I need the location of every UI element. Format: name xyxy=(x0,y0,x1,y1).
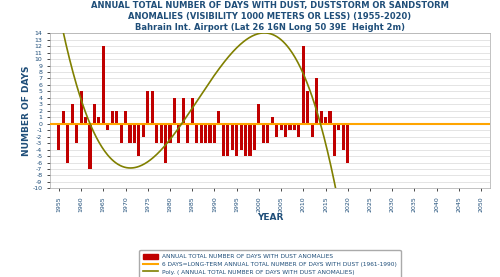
Bar xyxy=(195,124,198,143)
Bar xyxy=(168,124,172,143)
Bar xyxy=(182,98,185,124)
Bar xyxy=(262,124,265,143)
Bar xyxy=(155,124,158,143)
Bar xyxy=(218,111,220,124)
Bar xyxy=(110,111,114,124)
Bar xyxy=(128,124,132,143)
Bar xyxy=(244,124,247,156)
Bar xyxy=(213,124,216,143)
Bar xyxy=(124,111,127,124)
Bar xyxy=(160,124,162,143)
Bar xyxy=(204,124,207,143)
Bar xyxy=(324,117,327,124)
Bar xyxy=(320,111,322,124)
Bar xyxy=(315,78,318,124)
Bar xyxy=(164,124,167,163)
Bar xyxy=(142,124,145,137)
Bar xyxy=(58,124,60,150)
Bar xyxy=(62,111,65,124)
Legend: ANNUAL TOTAL NUMBER OF DAYS WITH DUST ANOMALIES, 6 DAYS=LONG-TERM ANNUAL TOTAL N: ANNUAL TOTAL NUMBER OF DAYS WITH DUST AN… xyxy=(140,250,400,277)
Bar xyxy=(190,98,194,124)
Bar xyxy=(120,124,122,143)
Bar xyxy=(266,124,270,143)
Bar xyxy=(275,124,278,137)
Bar xyxy=(288,124,292,130)
Title: ANNUAL TOTAL NUMBER OF DAYS WITH DUST, DUSTSTORM OR SANDSTORM
ANOMALIES (VISIBIL: ANNUAL TOTAL NUMBER OF DAYS WITH DUST, D… xyxy=(91,1,449,32)
Bar xyxy=(240,124,242,150)
Bar xyxy=(102,46,105,124)
X-axis label: YEAR: YEAR xyxy=(257,213,283,222)
Bar xyxy=(284,124,287,137)
Bar xyxy=(253,124,256,150)
Bar xyxy=(338,124,340,130)
Bar xyxy=(98,117,100,124)
Bar xyxy=(208,124,212,143)
Bar xyxy=(150,91,154,124)
Bar xyxy=(346,124,350,163)
Bar xyxy=(80,91,82,124)
Bar xyxy=(66,124,70,163)
Bar xyxy=(342,124,345,150)
Bar xyxy=(186,124,190,143)
Bar xyxy=(106,124,110,130)
Bar xyxy=(306,91,310,124)
Bar xyxy=(333,124,336,156)
Bar xyxy=(70,104,74,124)
Bar xyxy=(248,124,252,156)
Bar xyxy=(133,124,136,143)
Bar xyxy=(235,124,238,156)
Bar xyxy=(226,124,230,156)
Bar xyxy=(75,124,78,143)
Bar xyxy=(178,124,180,143)
Bar xyxy=(222,124,225,156)
Bar xyxy=(280,124,282,130)
Bar xyxy=(270,117,274,124)
Bar xyxy=(84,117,87,124)
Bar xyxy=(298,124,300,137)
Bar xyxy=(93,104,96,124)
Bar xyxy=(293,124,296,130)
Bar xyxy=(138,124,140,156)
Bar xyxy=(310,124,314,137)
Bar xyxy=(258,104,260,124)
Bar xyxy=(146,91,150,124)
Bar xyxy=(115,111,118,124)
Y-axis label: NUMBER OF DAYS: NUMBER OF DAYS xyxy=(22,66,31,156)
Bar xyxy=(173,98,176,124)
Bar xyxy=(302,46,305,124)
Bar xyxy=(328,111,332,124)
Bar xyxy=(88,124,92,169)
Bar xyxy=(230,124,234,150)
Bar xyxy=(200,124,202,143)
